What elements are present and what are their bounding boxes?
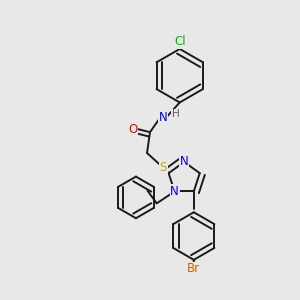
Text: N: N: [170, 185, 179, 198]
Text: Cl: Cl: [174, 35, 185, 48]
Text: S: S: [160, 161, 167, 174]
Text: N: N: [159, 111, 168, 124]
Text: Br: Br: [187, 262, 200, 275]
Text: N: N: [180, 155, 189, 168]
Text: O: O: [128, 123, 137, 136]
Text: H: H: [172, 109, 180, 119]
